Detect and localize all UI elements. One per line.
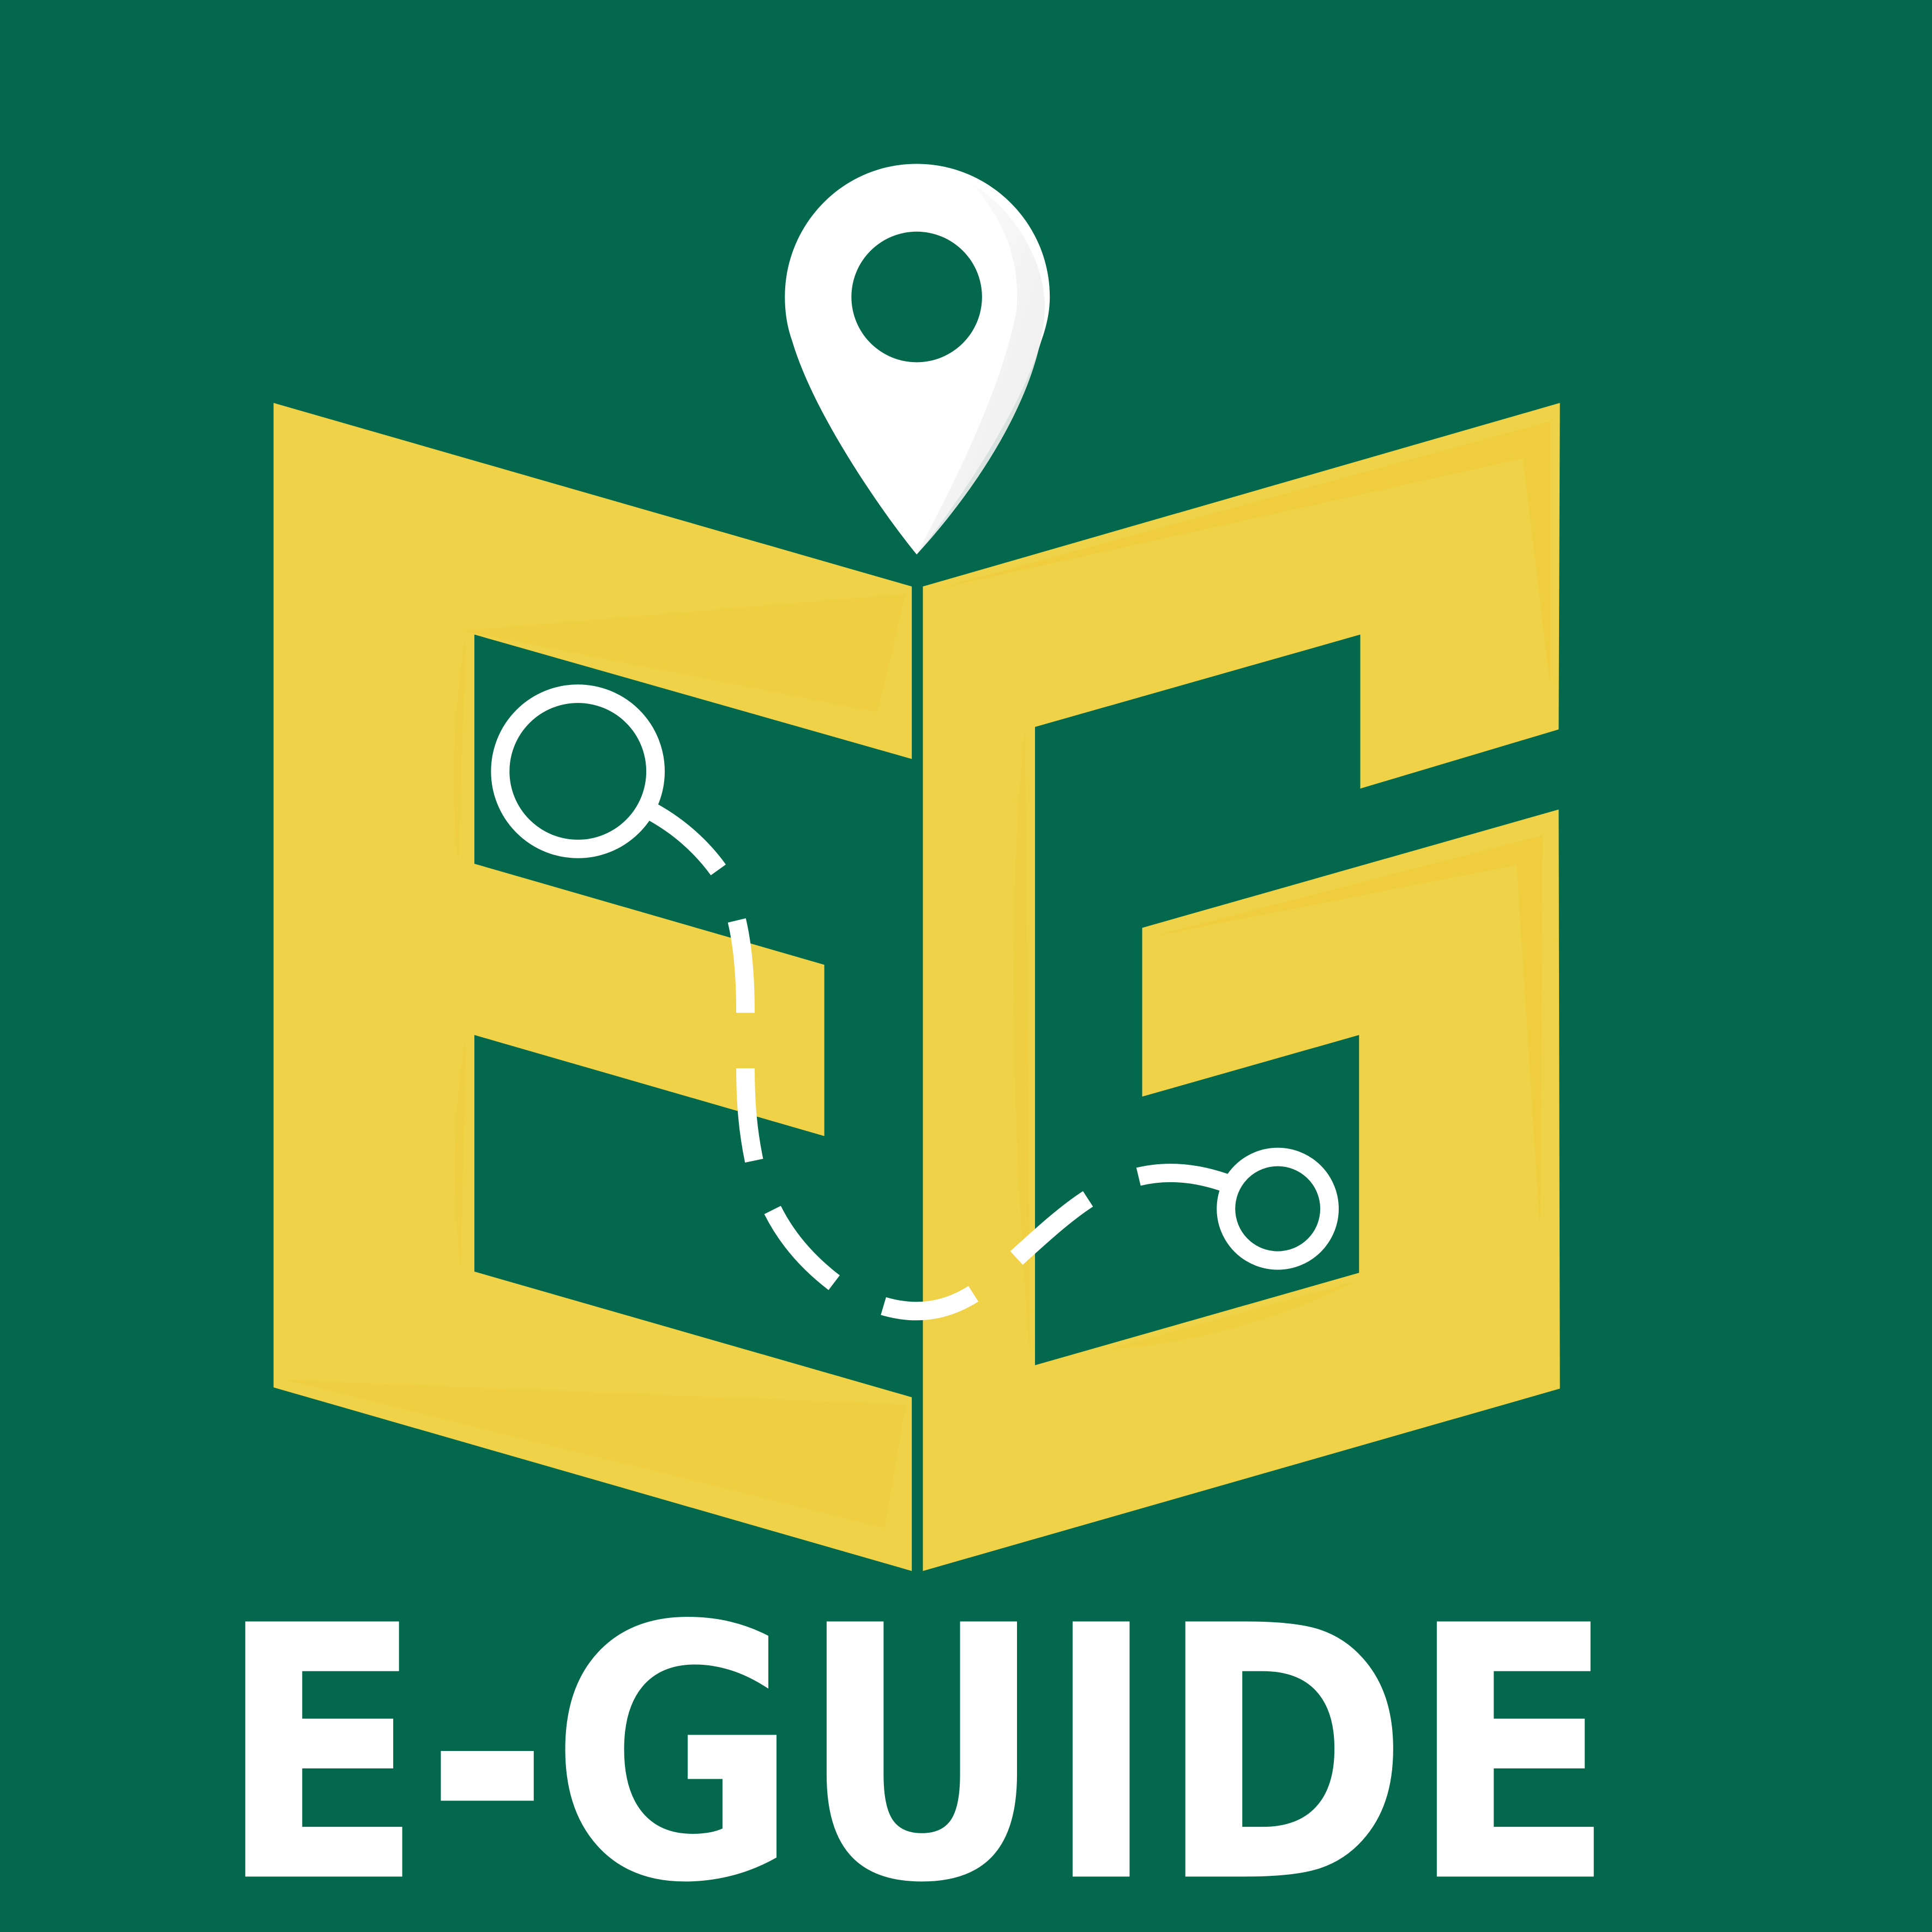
magnifier-icon bbox=[491, 684, 726, 876]
book-left-page-letter-e bbox=[273, 402, 912, 1571]
brand-wordmark: E-GUIDE bbox=[218, 1552, 1616, 1932]
destination-ring-icon bbox=[1217, 1147, 1339, 1270]
book-right-page-letter-g bbox=[923, 402, 1560, 1571]
dashed-route-path bbox=[727, 918, 1236, 1321]
location-pin-icon bbox=[785, 164, 1050, 555]
